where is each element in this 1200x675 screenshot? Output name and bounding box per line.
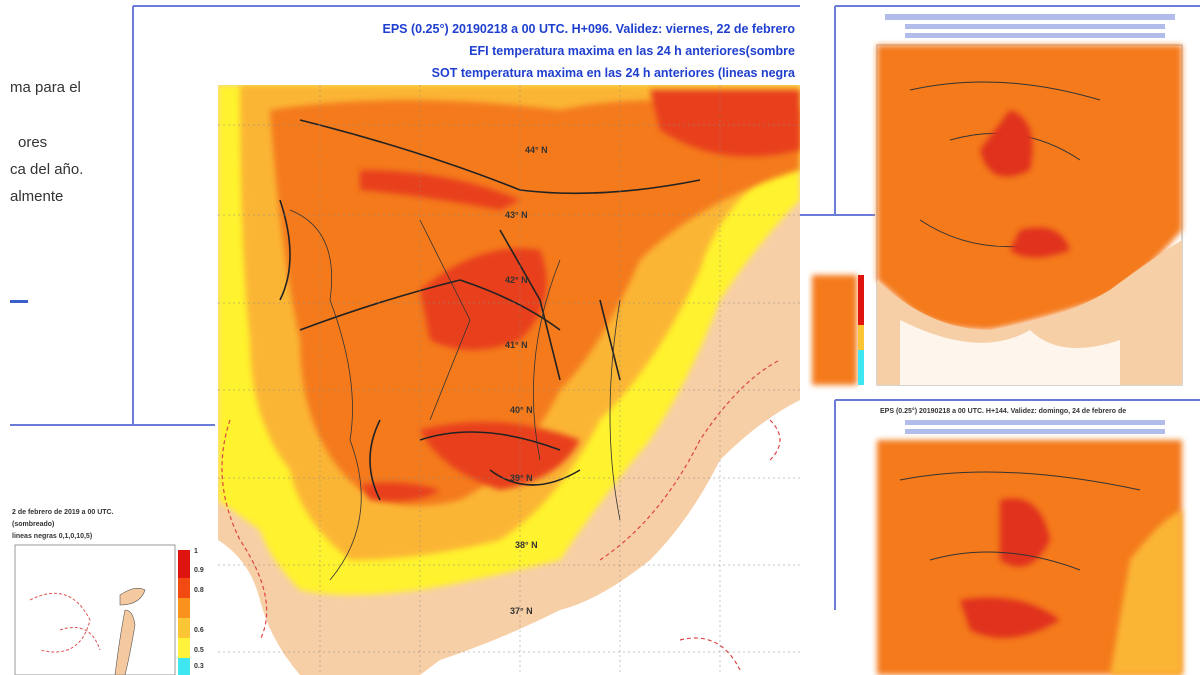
- efi-dark-orange: [877, 45, 1182, 330]
- blurred-title: [905, 33, 1165, 38]
- map-title: EPS (0.25°) 20190218 a 00 UTC. H+144. Va…: [880, 407, 1126, 415]
- legend-swatch: [858, 325, 864, 350]
- inset-title: (sombreado): [12, 521, 54, 528]
- blurred-title: [905, 429, 1165, 434]
- legend: 1 0.9 0.8 0.6 0.5 0.3: [178, 548, 204, 675]
- right-top-panel: [834, 5, 1200, 386]
- legend-label: 1: [194, 548, 198, 555]
- sea: [900, 320, 1120, 385]
- efi-red: [960, 498, 1060, 638]
- bullet: [10, 300, 28, 303]
- efi-red: [360, 90, 800, 502]
- lat-label: 40° N: [510, 405, 533, 415]
- legend-swatch: [178, 618, 190, 638]
- sot-contour: [899, 471, 1141, 571]
- islands: [114, 588, 146, 675]
- lat-labels: 44° N 43° N 42° N 41° N 40° N 39° N 38° N 37° N: [505, 145, 548, 616]
- main-panel: EPS (0.25°) 20190218 a 00 UTC. H+096. Va…: [132, 5, 800, 675]
- lat-label: 41° N: [505, 340, 528, 350]
- mini-map: [812, 275, 857, 385]
- legend-label: 0.6: [194, 627, 204, 634]
- legend-swatch: [858, 350, 864, 385]
- lat-label: 37° N: [510, 606, 533, 616]
- efi-orange: [1110, 510, 1182, 675]
- legend-swatch: [858, 275, 864, 325]
- sot-contour: [279, 119, 701, 501]
- legend-swatch: [178, 578, 190, 598]
- slide-text: ma para el: [10, 79, 81, 96]
- lat-label: 44° N: [525, 145, 548, 155]
- contour: [29, 592, 101, 653]
- inset-title: 2 de febrero de 2019 a 00 UTC.: [12, 509, 114, 516]
- legend-label: 0.3: [194, 663, 204, 670]
- borders: [289, 209, 621, 581]
- legend-label: 0.9: [194, 567, 204, 574]
- inset-map: [14, 544, 176, 675]
- map-title: EFI temperatura maxima en las 24 h anter…: [469, 44, 795, 58]
- legend-swatch: [178, 638, 190, 658]
- graticule: [218, 85, 800, 675]
- slide-text: ca del año.: [10, 161, 83, 178]
- sot-contour-negative: [221, 359, 781, 671]
- lat-label: 38° N: [515, 540, 538, 550]
- legend-swatch: [178, 598, 190, 618]
- map: 44° N 43° N 42° N 41° N 40° N 39° N 38° N 37° N: [218, 85, 800, 675]
- inset-bottom-left: 2 de febrero de 2019 a 00 UTC. (sombread…: [10, 424, 215, 675]
- blurred-title: [885, 14, 1175, 20]
- legend-label: 0.5: [194, 647, 204, 654]
- lat-label: 43° N: [505, 210, 528, 220]
- lat-label: 42° N: [505, 275, 528, 285]
- slide-text: ores: [18, 134, 47, 151]
- legend-label: 0.8: [194, 587, 204, 594]
- legend-swatch: [178, 658, 190, 675]
- inset-title: lineas negras 0,1,0,10,5): [12, 533, 92, 540]
- legend-swatch: [178, 550, 190, 578]
- efi-red: [980, 110, 1070, 258]
- right-bottom-panel: EPS (0.25°) 20190218 a 00 UTC. H+144. Va…: [834, 399, 1200, 675]
- slide-text: almente: [10, 188, 63, 205]
- map-title: EPS (0.25°) 20190218 a 00 UTC. H+096. Va…: [382, 22, 795, 36]
- blurred-title: [905, 24, 1165, 29]
- mid-panel: [800, 214, 875, 395]
- slide: ma para el ores ca del año. almente: [10, 79, 83, 303]
- blurred-title: [905, 420, 1165, 425]
- lat-label: 39° N: [510, 473, 533, 483]
- map-title: SOT temperatura maxima en las 24 h anter…: [432, 66, 796, 80]
